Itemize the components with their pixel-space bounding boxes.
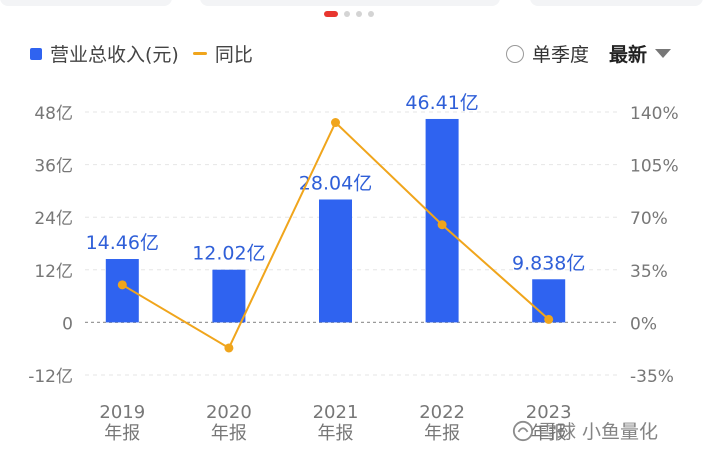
y-left-tick-label: -12亿 [28, 367, 73, 387]
revenue-data-label: 28.04亿 [299, 172, 372, 194]
y-right-tick-label: 105% [630, 157, 679, 177]
line-swatch-icon [192, 52, 207, 55]
x-tick-label: 2021 年报 [313, 402, 359, 444]
top-card-strip [0, 0, 703, 8]
yoy-point [437, 220, 447, 230]
watermark-text: 雪球 小鱼量化 [538, 421, 659, 443]
y-left-tick-label: 36亿 [34, 157, 73, 177]
chevron-down-icon [655, 49, 671, 58]
carousel-card[interactable] [200, 0, 500, 6]
y-left-tick-label: 48亿 [34, 104, 73, 124]
legend-label-yoy: 同比 [214, 44, 253, 66]
single-quarter-label: 单季度 [531, 44, 589, 66]
pagination-dot[interactable] [344, 11, 350, 17]
yoy-point [331, 118, 340, 128]
y-right-tick-label: 35% [630, 262, 668, 282]
chart-controls: 单季度 最新 [505, 40, 671, 67]
bar-swatch-icon [30, 47, 42, 60]
pagination-dot[interactable] [368, 11, 374, 17]
revenue-bar [319, 199, 352, 323]
yoy-point [544, 314, 554, 324]
chart-legend: 营业总收入(元) 同比 [30, 40, 253, 67]
carousel-pagination [324, 11, 374, 17]
x-tick-label: 2020 年报 [206, 402, 252, 444]
watermark: 雪球 小鱼量化 [512, 417, 658, 444]
single-quarter-toggle[interactable]: 单季度 [505, 40, 589, 67]
x-tick-label: 2023 年报 [526, 402, 572, 444]
x-tick-label: 2019 年报 [99, 402, 145, 444]
pagination-dot-active[interactable] [324, 11, 338, 17]
y-right-tick-label: 70% [630, 209, 668, 229]
yoy-point [224, 343, 234, 353]
revenue-bar [212, 269, 246, 323]
y-left-tick-label: 12亿 [34, 262, 73, 282]
period-dropdown-value: 最新 [608, 44, 647, 66]
y-right-tick-label: 0% [630, 314, 657, 334]
revenue-data-label: 46.41亿 [405, 92, 478, 114]
y-right-tick-label: 140% [630, 104, 679, 124]
revenue-data-label: 14.46亿 [86, 232, 159, 254]
carousel-card[interactable] [530, 0, 703, 6]
period-dropdown[interactable]: 最新 [609, 40, 671, 67]
y-left-tick-label: 24亿 [34, 209, 73, 229]
legend-label-revenue: 营业总收入(元) [50, 44, 179, 66]
snowball-logo-icon [512, 420, 534, 441]
x-tick-label: 2022 年报 [419, 402, 465, 444]
legend-item-revenue[interactable]: 营业总收入(元) [30, 40, 179, 67]
yoy-point [117, 280, 127, 290]
pagination-dot[interactable] [356, 11, 362, 17]
revenue-data-label: 12.02亿 [192, 243, 265, 265]
revenue-data-label: 9.838亿 [512, 252, 585, 274]
radio-icon[interactable] [505, 44, 524, 63]
carousel-card[interactable] [0, 0, 172, 6]
y-left-tick-label: 0 [62, 314, 73, 334]
legend-item-yoy[interactable]: 同比 [192, 40, 253, 67]
y-right-tick-label: -35% [630, 367, 674, 387]
